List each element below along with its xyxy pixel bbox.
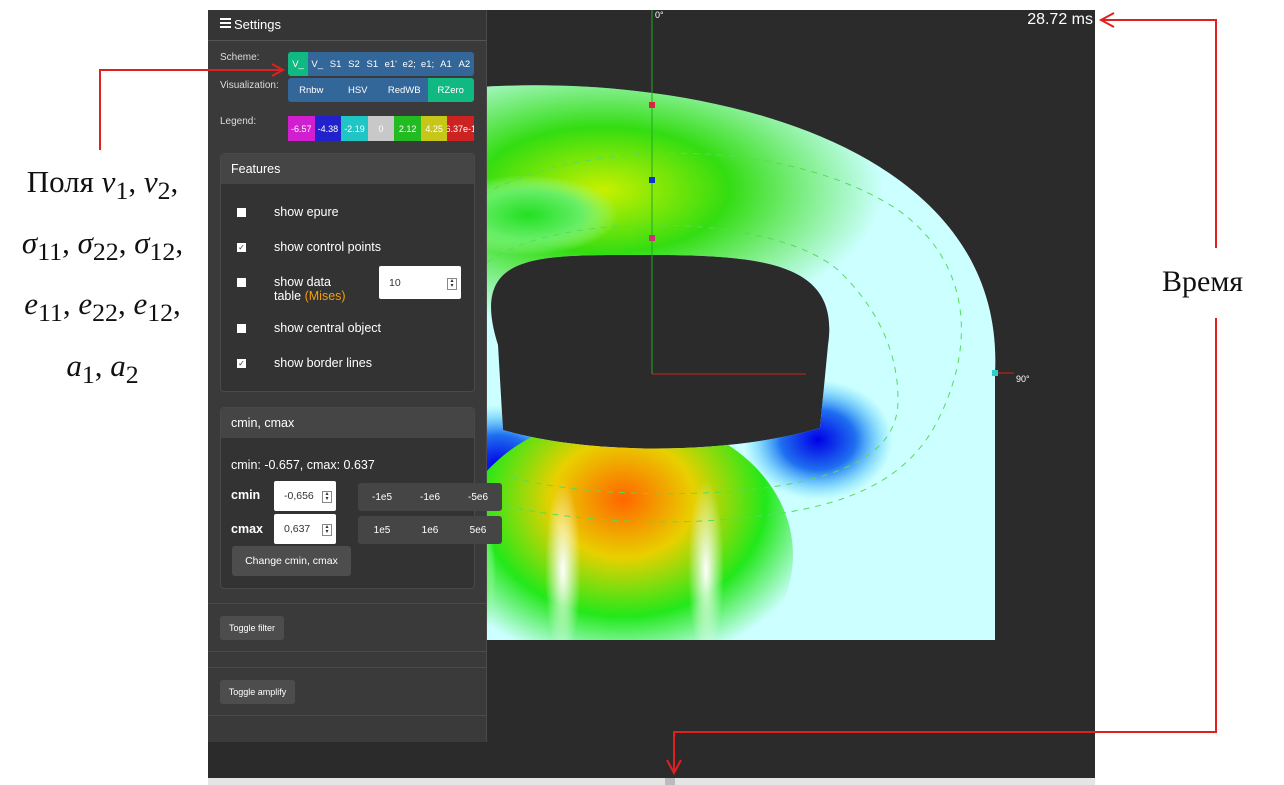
scrollbar-thumb[interactable] (665, 778, 675, 785)
control-point-red[interactable] (649, 102, 655, 108)
feature-show-data-table[interactable]: show data table (Mises) (237, 275, 346, 303)
settings-panel: Settings Scheme: V_ V_ S1 S2 S1 e1' e2; e1; A1 A2… (208, 10, 502, 742)
toggle-filter-button[interactable]: Toggle filter (220, 616, 284, 640)
feature-label: show data table (Mises) (274, 275, 346, 303)
visualization-option-rzero[interactable]: RZero (427, 78, 474, 102)
color-legend: -6.57 -4.38 -2.19 0 2.12 4.25 6.37e-1 (288, 116, 475, 141)
scheme-option[interactable]: S1 (366, 58, 379, 70)
divider (208, 715, 486, 716)
cmax-step-button[interactable]: 1e5 (373, 524, 391, 536)
cmin-step-buttons: -1e5 -1e6 -5e6 (358, 483, 502, 511)
feature-label-line2: table (274, 289, 302, 303)
time-annotation: Время (1162, 265, 1244, 298)
axis-label-top: 0° (655, 10, 664, 20)
time-readout: 28.72 ms (1027, 11, 1093, 28)
scheme-option[interactable]: V_ (288, 52, 308, 76)
cmax-step-buttons: 1e5 1e6 5e6 (358, 516, 502, 544)
menu-icon (220, 16, 231, 30)
feature-label: show central object (274, 321, 382, 335)
control-point-blue[interactable] (649, 177, 655, 183)
feature-label: show epure (274, 205, 339, 219)
spinner-icon[interactable]: ▴ ▾ (322, 524, 332, 536)
legend-swatch: -4.38 (314, 116, 342, 141)
scheme-option[interactable]: S2 (348, 58, 360, 70)
mises-label: (Mises) (304, 289, 346, 303)
cmax-value: 0,637 (284, 523, 311, 535)
cmin-cmax-panel: cmin, cmax cmin: -0.657, cmax: 0.637 cmi… (220, 407, 502, 589)
legend-label: Legend: (220, 116, 257, 127)
data-table-count-value: 10 (389, 276, 401, 289)
settings-header[interactable]: Settings (208, 10, 486, 41)
checkbox-show-central-object[interactable] (237, 324, 246, 333)
visualization-label: Visualization: (220, 80, 279, 91)
control-point-pink[interactable] (649, 235, 655, 241)
scheme-selector: V_ V_ S1 S2 S1 e1' e2; e1; A1 A2 (288, 52, 474, 76)
legend-swatch: 4.25 (420, 116, 448, 141)
cmin-value: -0,656 (284, 490, 314, 502)
visualization-option-rnbw[interactable]: Rnbw (299, 84, 324, 96)
cmin-step-button[interactable]: -1e5 (371, 491, 392, 503)
checkbox-show-border-lines[interactable]: ✓ (237, 359, 246, 368)
cmin-cmax-header[interactable]: cmin, cmax (221, 408, 474, 438)
scheme-option[interactable]: A1 (440, 58, 452, 70)
legend-swatch: -2.19 (341, 116, 368, 141)
fields-annotation: Поля v1, v2, σ11, σ22, σ12, e11, e22, e12,… (0, 156, 205, 401)
divider (208, 667, 486, 668)
cmax-step-button[interactable]: 5e6 (469, 524, 487, 536)
arrow-to-time (1102, 19, 1217, 248)
feature-show-control-points[interactable]: ✓ show control points (237, 240, 381, 254)
legend-swatch: 2.12 (394, 116, 421, 141)
scheme-option[interactable]: V_ (311, 58, 323, 70)
cmin-input[interactable]: -0,656 ▴ ▾ (274, 481, 336, 511)
checkbox-show-control-points[interactable]: ✓ (237, 243, 246, 252)
feature-show-epure[interactable]: show epure (237, 205, 339, 219)
data-table-count-input[interactable]: 10 ▴ ▾ (379, 266, 461, 299)
cmin-label: cmin (231, 488, 261, 502)
fields-annotation-line: σ11, σ22, σ12, (21, 225, 184, 267)
app-window: 0° 90° 28.72 ms Settings Scheme: V_ V_ S1 S… (208, 10, 1095, 778)
toggle-amplify-button[interactable]: Toggle amplify (220, 680, 295, 704)
visualization-selector: Rnbw HSV RedWB RZero (288, 78, 474, 102)
horizontal-scrollbar[interactable] (208, 778, 1095, 785)
divider (208, 651, 486, 652)
checkbox-show-data-table[interactable] (237, 278, 246, 287)
settings-title: Settings (234, 17, 281, 32)
scheme-option[interactable]: e1' (384, 58, 397, 70)
fields-annotation-line: a1, a2 (66, 347, 139, 389)
checkbox-show-epure[interactable] (237, 208, 246, 217)
visualization-option-redwb[interactable]: RedWB (387, 84, 421, 96)
cmin-cmax-status: cmin: -0.657, cmax: 0.637 (231, 458, 375, 472)
legend-swatch: -6.57 (288, 116, 315, 141)
feature-show-central-object[interactable]: show central object (237, 321, 381, 335)
cmax-step-button[interactable]: 1e6 (421, 524, 439, 536)
legend-swatch: 6.37e-1 (447, 116, 475, 141)
change-cmin-cmax-button[interactable]: Change cmin, cmax (232, 546, 351, 576)
visualization-option-hsv[interactable]: HSV (347, 84, 368, 96)
spinner-icon[interactable]: ▴ ▾ (447, 277, 457, 290)
scheme-option[interactable]: A2 (458, 58, 471, 70)
feature-label: show control points (274, 240, 382, 254)
spinner-icon[interactable]: ▴ ▾ (322, 491, 332, 503)
cmin-step-button[interactable]: -5e6 (467, 491, 488, 503)
cmin-step-button[interactable]: -1e6 (419, 491, 440, 503)
scheme-option[interactable]: e2; (402, 58, 416, 70)
feature-label: show border lines (274, 356, 372, 370)
control-point-cyan[interactable] (992, 370, 998, 376)
features-panel: Features show epure ✓ show control point… (220, 153, 475, 392)
axis-label-right: 90° (1016, 374, 1030, 384)
features-header[interactable]: Features (221, 154, 474, 184)
legend-swatch: 0 (367, 116, 395, 141)
fields-annotation-line: Поля v1, v2, (26, 164, 179, 206)
scheme-option[interactable]: e1; (420, 58, 435, 70)
cmax-input[interactable]: 0,637 ▴ ▾ (274, 514, 336, 544)
scheme-option[interactable]: S1 (329, 58, 342, 70)
fields-annotation-line: e11, e22, e12, (24, 286, 181, 328)
cmax-label: cmax (231, 522, 263, 536)
divider (208, 603, 486, 604)
feature-label-line1: show data (274, 275, 331, 289)
feature-show-border-lines[interactable]: ✓ show border lines (237, 356, 372, 370)
scheme-label: Scheme: (220, 52, 260, 63)
